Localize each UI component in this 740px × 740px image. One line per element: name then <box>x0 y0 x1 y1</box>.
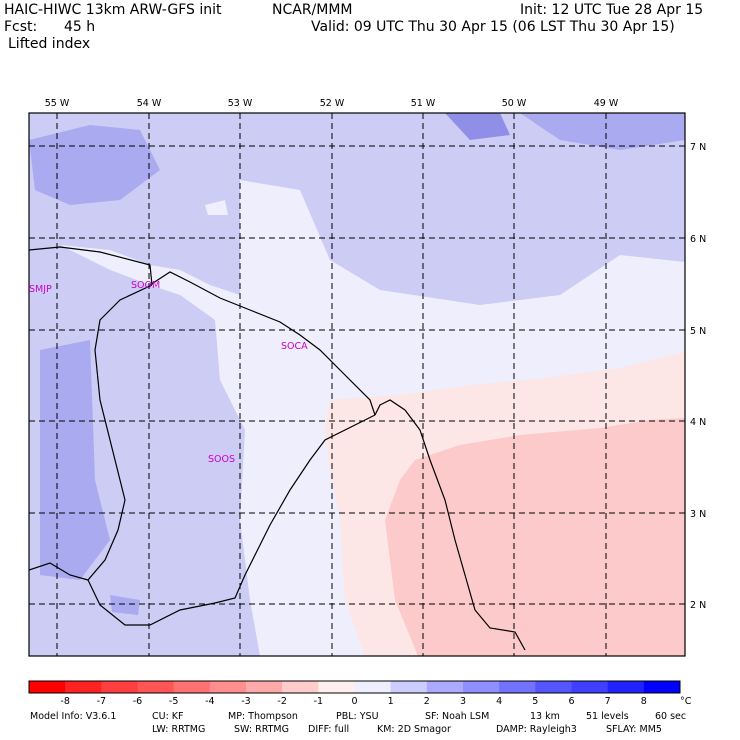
footer-levels: 51 levels <box>586 711 629 722</box>
colorbar-swatch <box>318 681 355 693</box>
colorbar-tick-label: -8 <box>60 696 69 707</box>
station-smjp: SMJP <box>29 284 52 295</box>
colorbar-tick-label: 4 <box>496 696 502 707</box>
lon-label-54w: 54 W <box>137 98 162 109</box>
colorbar-tick-label: 8 <box>641 696 647 707</box>
colorbar-ticks: -8 -7 -6 -5 -4 -3 -2 -1 0 1 2 3 4 5 6 7 8 <box>60 696 646 707</box>
field-blue-patch-2 <box>445 113 510 140</box>
colorbar-swatch <box>463 681 500 693</box>
colorbar-frame <box>28 680 681 694</box>
field-pink <box>385 418 685 656</box>
lon-label-50w: 50 W <box>502 98 527 109</box>
station-soom: SOOM <box>131 280 160 291</box>
footer-diff: DIFF: full <box>308 724 350 735</box>
colorbar-tick-label: -5 <box>169 696 178 707</box>
colorbar-swatch <box>643 681 681 693</box>
colorbar-tick-label: 6 <box>568 696 574 707</box>
colorbar-swatch <box>390 681 428 693</box>
colorbar-tick-label: -2 <box>277 696 286 707</box>
colorbar-tick-label: -1 <box>314 696 323 707</box>
colorbar-swatch <box>282 681 319 693</box>
colorbar-tick-label: 2 <box>424 696 430 707</box>
colorbar-tick-label: -6 <box>133 696 142 707</box>
colorbar-swatch <box>535 681 572 693</box>
lon-label-53w: 53 W <box>228 98 253 109</box>
lat-lon-grid <box>29 113 685 656</box>
footer-mp: MP: Thompson <box>228 711 298 722</box>
colorbar-tick-label: 7 <box>605 696 611 707</box>
station-soca: SOCA <box>281 341 308 352</box>
colorbar-swatch <box>65 681 102 693</box>
forecast-hour: 45 h <box>64 19 96 35</box>
field-white-patch <box>205 200 228 215</box>
colorbar-swatch <box>607 681 645 693</box>
footer-cu: CU: KF <box>152 711 184 722</box>
footer-sflay: SFLAY: MM5 <box>606 724 662 735</box>
colorbar-tick-label: -4 <box>205 696 214 707</box>
coastline <box>29 246 526 651</box>
lat-label-2n: 2 N <box>690 600 706 611</box>
field-blue-patch-4 <box>40 340 110 580</box>
colorbar-tick-label: -7 <box>97 696 106 707</box>
lat-label-6n: 6 N <box>690 234 706 245</box>
colorbar-swatch <box>354 681 391 693</box>
colorbar-tick-label: -3 <box>241 696 250 707</box>
lon-label-51w: 51 W <box>411 98 436 109</box>
lat-label-5n: 5 N <box>690 326 706 337</box>
colorbar-swatch <box>571 681 608 693</box>
model-title: HAIC-HIWC 13km ARW-GFS init <box>4 2 222 18</box>
colorbar-tick-label: 3 <box>460 696 466 707</box>
colorbar-swatch <box>137 681 174 693</box>
footer-km: KM: 2D Smagor <box>377 724 451 735</box>
station-soos: SOOS <box>208 454 235 465</box>
org-label: NCAR/MMM <box>272 2 353 18</box>
colorbar-tick-label: 1 <box>388 696 394 707</box>
footer-resolution: 13 km <box>530 711 560 722</box>
lat-label-7n: 7 N <box>690 142 706 153</box>
map-frame <box>28 112 686 657</box>
colorbar-swatch <box>426 681 464 693</box>
colorbar-swatch <box>209 681 247 693</box>
forecast-label: Fcst: <box>4 19 38 35</box>
footer-pbl: PBL: YSU <box>336 711 379 722</box>
colorbar-swatch <box>499 681 536 693</box>
footer-sw: SW: RRTMG <box>234 724 289 735</box>
colorbar-unit: °C <box>680 696 692 707</box>
colorbar-tick-label: 0 <box>351 696 357 707</box>
colorbar-swatch <box>246 681 283 693</box>
lon-label-55w: 55 W <box>45 98 70 109</box>
init-time: Init: 12 UTC Tue 28 Apr 15 <box>520 2 704 18</box>
field-name: Lifted index <box>8 36 91 52</box>
lon-label-52w: 52 W <box>320 98 345 109</box>
footer-lw: LW: RRTMG <box>152 724 206 735</box>
footer-timestep: 60 sec <box>655 711 687 722</box>
colorbar-swatch <box>101 681 138 693</box>
footer-damp: DAMP: Rayleigh3 <box>496 724 577 735</box>
field-blue-patch-5 <box>110 595 140 615</box>
colorbar <box>28 680 681 694</box>
lat-label-4n: 4 N <box>690 417 706 428</box>
footer-model-info: Model Info: V3.6.1 <box>30 711 117 722</box>
valid-time: Valid: 09 UTC Thu 30 Apr 15 (06 LST Thu … <box>311 19 675 35</box>
field-blue-patch-3 <box>29 125 160 205</box>
colorbar-swatch <box>173 681 211 693</box>
field-blue-patch-1 <box>420 113 685 150</box>
colorbar-swatch <box>29 681 66 693</box>
lat-label-3n: 3 N <box>690 509 706 520</box>
lon-label-49w: 49 W <box>594 98 619 109</box>
colorbar-tick-label: 5 <box>532 696 538 707</box>
footer-sf: SF: Noah LSM <box>425 711 490 722</box>
